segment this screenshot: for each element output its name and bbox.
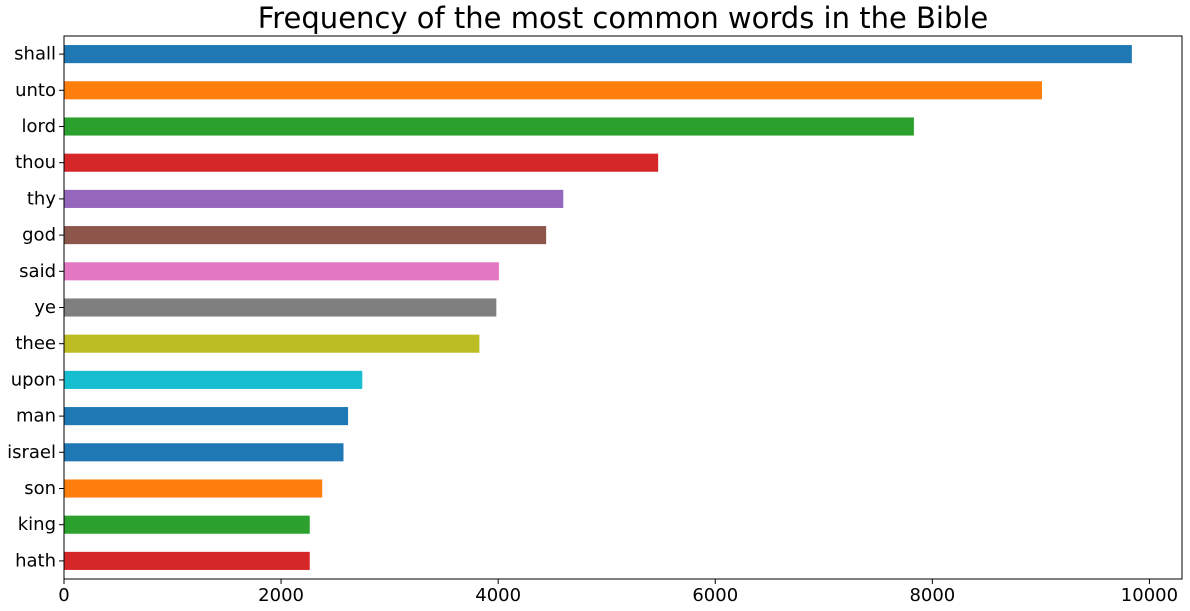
y-tick-label: upon — [11, 369, 56, 390]
y-tick-label: thy — [27, 188, 56, 209]
y-tick-label: said — [19, 261, 56, 282]
bar-son — [64, 479, 323, 498]
bar-thee — [64, 334, 480, 353]
x-tick-label: 2000 — [258, 585, 304, 606]
y-tick-label: god — [22, 225, 56, 246]
y-tick-label: son — [24, 478, 56, 499]
y-tick-label: man — [16, 406, 56, 427]
bar-shall — [64, 45, 1132, 64]
plot-frame — [63, 35, 1183, 580]
bar-upon — [64, 370, 363, 389]
bar-hath — [64, 551, 310, 570]
axes-layer: shall unto lord thou thy god said ye thee upon man… — [7, 35, 1183, 606]
bars-layer — [64, 45, 1132, 570]
y-tick-label: thee — [15, 333, 56, 354]
bar-ye — [64, 298, 497, 317]
x-tick-label: 4000 — [475, 585, 521, 606]
bar-lord — [64, 117, 914, 136]
bar-thou — [64, 153, 659, 172]
x-tick-label: 10000 — [1121, 585, 1178, 606]
bar-god — [64, 226, 547, 245]
bar-unto — [64, 81, 1042, 100]
y-tick-label: unto — [15, 80, 56, 101]
x-tick-label: 8000 — [909, 585, 955, 606]
chart-title: Frequency of the most common words in th… — [257, 1, 989, 35]
y-tick-label: hath — [15, 550, 56, 571]
bar-israel — [64, 443, 344, 462]
y-tick-label: shall — [14, 44, 56, 65]
y-tick-label: king — [18, 514, 56, 535]
y-tick-label: thou — [15, 152, 56, 173]
bar-man — [64, 407, 349, 426]
bar-said — [64, 262, 499, 281]
y-tick-label: israel — [7, 442, 56, 463]
x-tick-label: 6000 — [692, 585, 738, 606]
x-tick-label: 0 — [58, 585, 69, 606]
bar-thy — [64, 189, 564, 208]
bar-king — [64, 515, 310, 534]
y-tick-label: ye — [34, 297, 56, 318]
y-tick-label: lord — [21, 116, 56, 137]
